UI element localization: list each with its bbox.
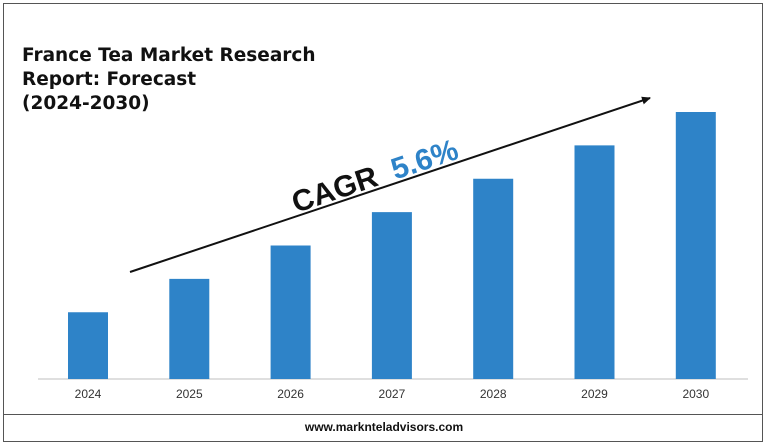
- bar-2028: [473, 178, 514, 379]
- cagr-label: CAGR: [288, 160, 383, 219]
- x-tick-label-2029: 2029: [581, 387, 608, 401]
- bar-2029: [574, 145, 615, 379]
- bar-2025: [169, 278, 210, 379]
- bar-2027: [371, 212, 412, 379]
- x-tick-label-2030: 2030: [682, 387, 709, 401]
- x-tick-label-2027: 2027: [379, 387, 406, 401]
- x-tick-labels: 2024 2025 2026 2027 2028 2029 2030: [75, 387, 710, 401]
- chart-title: France Tea Market Research Report: Forec…: [22, 44, 322, 116]
- title-line-2: Report: Forecast: [22, 69, 197, 90]
- cagr-value: 5.6%: [387, 133, 462, 186]
- bar-2024: [68, 312, 108, 379]
- bars-group: [68, 112, 716, 379]
- bar-2030: [675, 112, 716, 379]
- title-line-3: (2024-2030): [22, 93, 150, 114]
- footer-url: www.marknteladvisors.com: [304, 420, 464, 434]
- chart-frame: [3, 3, 763, 442]
- title-line-1: France Tea Market Research: [22, 45, 316, 66]
- x-tick-label-2024: 2024: [75, 387, 102, 401]
- trend-arrow: [129, 96, 651, 273]
- footer-divider: [3, 414, 763, 415]
- x-tick-label-2026: 2026: [277, 387, 304, 401]
- cagr-annotation: CAGR 5.6%: [288, 133, 463, 219]
- bar-2026: [270, 245, 311, 379]
- x-tick-label-2028: 2028: [480, 387, 507, 401]
- x-tick-label-2025: 2025: [176, 387, 203, 401]
